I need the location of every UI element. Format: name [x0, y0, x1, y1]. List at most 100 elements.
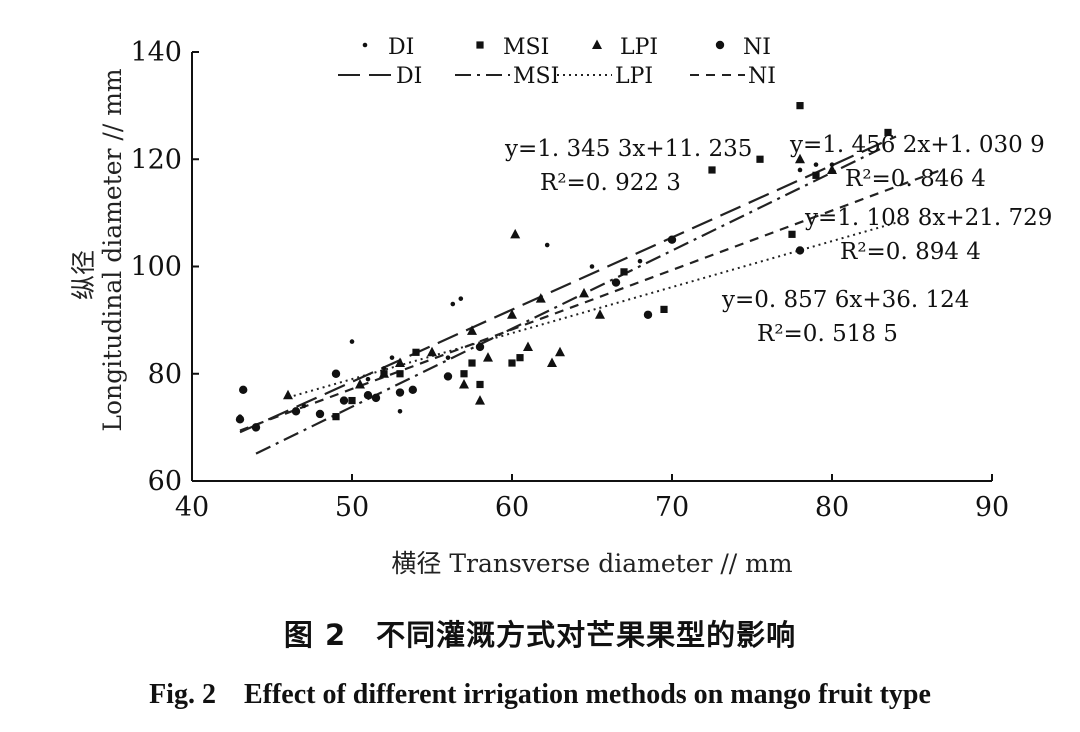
y-tick-label: 140 [130, 37, 182, 68]
data-point-lpi [507, 309, 517, 319]
data-point-lpi [510, 228, 521, 239]
data-point-ni [239, 385, 248, 395]
data-point-lpi [379, 368, 389, 378]
data-point-ni [408, 385, 417, 395]
data-point-msi [396, 370, 404, 378]
data-point-di [813, 162, 819, 167]
data-point-ni [339, 396, 349, 405]
r2-lpi-text: R²=0. 518 5 [757, 321, 898, 347]
data-point-lpi [555, 346, 565, 357]
data-point-di [589, 264, 595, 269]
data-point-lpi [427, 346, 437, 357]
data-point-msi [348, 396, 356, 405]
data-point-lpi [595, 309, 605, 319]
y-tick-label: 100 [130, 252, 182, 283]
data-point-msi [620, 268, 628, 276]
r2-ni-text: R²=0. 894 4 [840, 239, 981, 265]
equation-lpi: y=0. 857 6x+36. 124 R²=0. 518 5 [721, 287, 969, 347]
y-ticks: 60 80 100 120 140 [130, 37, 199, 497]
data-point-lpi [827, 164, 837, 174]
data-point-lpi [355, 378, 365, 389]
data-point-lpi [523, 341, 533, 351]
data-point-lpi [475, 395, 485, 405]
legend-marker-di [362, 42, 368, 48]
r2-di-text: R²=0. 922 3 [540, 170, 681, 196]
equation-di-text: y=1. 345 3x+11. 235 [504, 136, 752, 162]
equation-msi-text: y=1. 456 2x+1. 030 9 [789, 132, 1045, 158]
data-point-msi [508, 359, 516, 367]
legend-line-label-lpi: LPI [615, 64, 653, 89]
data-point-di [458, 296, 464, 301]
data-point-di [301, 403, 307, 409]
legend-label-di: DI [388, 35, 414, 60]
data-point-ni [363, 391, 373, 400]
data-point-lpi [395, 357, 405, 368]
legend-marker-msi [476, 41, 484, 49]
fit-line-di [239, 135, 897, 434]
data-point-msi [796, 102, 804, 110]
data-point-msi [516, 354, 524, 362]
y-tick-label: 120 [130, 144, 182, 175]
caption-cn: 图 2 不同灌溉方式对芒果果型的影响 [283, 618, 797, 652]
data-point-msi [812, 171, 820, 179]
data-point-ni [291, 407, 301, 416]
legend-line-label-msi: MSI [513, 64, 559, 89]
legend: DI MSI LPI NI DI MSI LPI NI [338, 35, 776, 89]
scatter-plot: 40 50 60 70 80 90 60 80 100 120 140 纵径 Longitudin… [69, 35, 1052, 578]
data-point-msi [788, 230, 796, 238]
x-tick-label: 50 [335, 492, 369, 523]
y-axis-title-cn: 纵径 [69, 250, 98, 300]
legend-line-label-di: DI [396, 64, 422, 89]
data-point-ni [643, 310, 653, 319]
data-point-lpi [579, 287, 589, 298]
data-point-di [389, 355, 395, 360]
data-point-ni [795, 246, 805, 255]
data-point-msi [476, 380, 484, 389]
caption-en: Fig. 2 Effect of different irrigation me… [149, 679, 931, 710]
x-tick-label: 70 [655, 492, 689, 523]
legend-label-lpi: LPI [620, 35, 658, 60]
y-axis-title: Longitudinal diameter // mm [98, 68, 127, 431]
data-point-ni [315, 409, 325, 419]
data-point-di [637, 258, 643, 264]
legend-marker-lpi [592, 39, 602, 49]
x-ticks: 40 50 60 70 80 90 [175, 474, 1009, 523]
equation-lpi-text: y=0. 857 6x+36. 124 [721, 287, 969, 313]
data-point-msi [660, 305, 668, 313]
data-point-lpi [795, 153, 805, 164]
data-point-msi [332, 413, 340, 421]
fit-line-ni [239, 167, 945, 432]
data-point-msi [756, 155, 764, 163]
data-point-ni [235, 415, 245, 424]
x-tick-label: 90 [975, 492, 1009, 523]
x-tick-label: 60 [495, 492, 529, 523]
legend-label-ni: NI [743, 35, 771, 60]
data-point-msi [884, 128, 892, 137]
x-axis-title: 横径 Transverse diameter // mm [391, 549, 792, 578]
equation-ni: y=1. 108 8x+21. 729 R²=0. 894 4 [804, 205, 1052, 265]
data-point-di [397, 408, 403, 414]
data-point-ni [251, 423, 261, 432]
data-point-msi [708, 166, 716, 174]
data-point-lpi [535, 293, 546, 303]
data-point-lpi [283, 389, 293, 400]
series-ni-points [235, 235, 805, 432]
data-points [235, 102, 892, 432]
data-point-ni [371, 393, 381, 403]
data-point-di [445, 355, 451, 360]
legend-line-label-ni: NI [748, 64, 776, 89]
legend-marker-ni [715, 40, 725, 50]
data-point-ni [331, 369, 341, 378]
x-tick-label: 40 [175, 492, 209, 523]
data-point-msi [460, 370, 468, 378]
data-point-di [450, 301, 456, 307]
equation-di: y=1. 345 3x+11. 235 R²=0. 922 3 [504, 136, 752, 196]
x-tick-label: 80 [815, 492, 849, 523]
data-point-lpi [483, 352, 493, 362]
y-tick-label: 60 [148, 466, 182, 497]
data-point-di [349, 339, 355, 344]
data-point-ni [475, 342, 485, 352]
data-point-ni [667, 235, 677, 244]
y-tick-label: 80 [148, 359, 182, 390]
legend-label-msi: MSI [503, 35, 549, 60]
